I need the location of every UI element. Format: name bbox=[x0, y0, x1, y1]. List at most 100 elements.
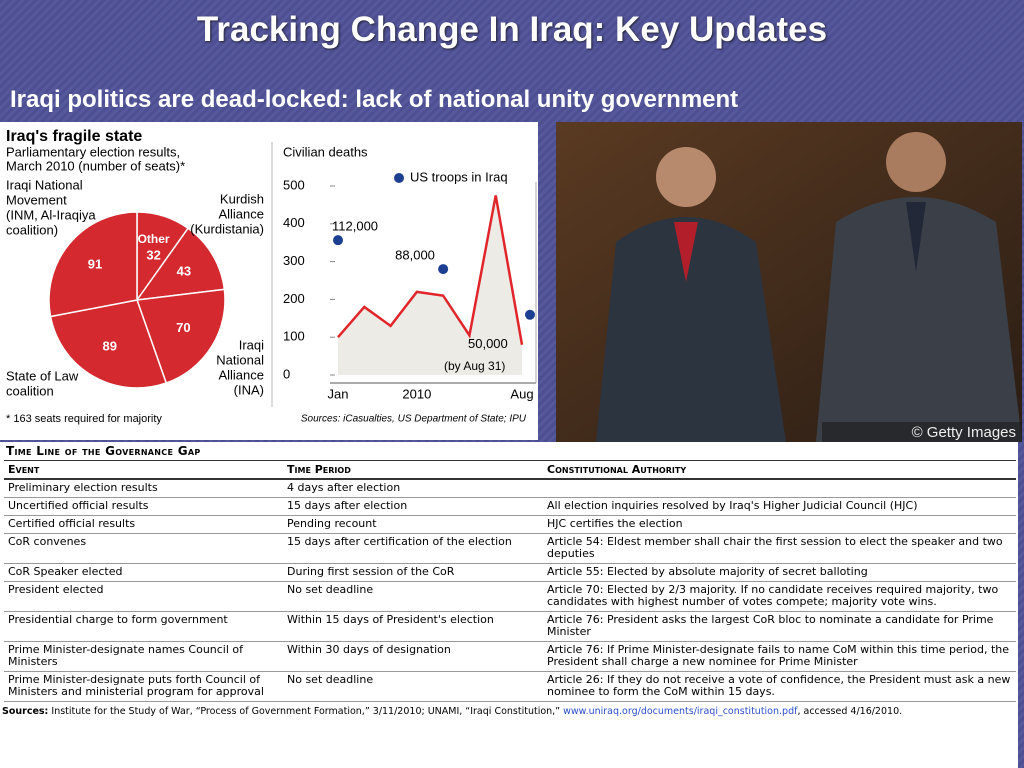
slice-label: Iraqi bbox=[239, 337, 264, 352]
annotation: (by Aug 31) bbox=[444, 359, 505, 373]
table-cell: Presidential charge to form government bbox=[4, 611, 283, 642]
slice-value: 91 bbox=[88, 257, 102, 272]
y-tick-label: 100 bbox=[283, 329, 305, 344]
table: Event Time Period Constitutional Authority… bbox=[4, 460, 1016, 702]
table-cell: No set deadline bbox=[283, 671, 543, 702]
sources: Sources: Institute for the Study of War,… bbox=[0, 702, 1018, 721]
table-row: CoR convenes 15 days after certification … bbox=[4, 533, 1016, 564]
photo-credit: © Getty Images bbox=[912, 424, 1016, 441]
table-row: Preliminary election results 4 days after… bbox=[4, 479, 1016, 498]
chart-subtitle: Parliamentary election results, bbox=[6, 144, 180, 159]
sources-label: Sources: bbox=[2, 706, 49, 717]
table-cell: During first session of the CoR bbox=[283, 563, 543, 582]
pie-slice bbox=[135, 288, 226, 384]
table-row: Uncertified official results 15 days afte… bbox=[4, 497, 1016, 516]
suit bbox=[596, 217, 786, 442]
y-tick-label: 200 bbox=[283, 291, 305, 306]
table-row: President elected No set deadline Article … bbox=[4, 581, 1016, 612]
footnote: * 163 seats required for majority bbox=[6, 413, 162, 425]
legend-label: US troops in Iraq bbox=[410, 169, 508, 184]
sources-after: , accessed 4/16/2010. bbox=[797, 706, 903, 717]
table-cell: 4 days after election bbox=[283, 479, 543, 498]
pie-slice bbox=[48, 211, 138, 318]
x-tick-label: Jan bbox=[328, 386, 349, 401]
slide-title: Tracking Change In Iraq: Key Updates bbox=[196, 10, 828, 49]
table-cell: Article 76: President asks the largest C… bbox=[543, 611, 1016, 642]
table-cell: 15 days after election bbox=[283, 497, 543, 516]
pie-slice bbox=[135, 227, 226, 301]
table-cell: Certified official results bbox=[4, 515, 283, 534]
slice-label: Other bbox=[138, 232, 170, 246]
slice-label: State of Law bbox=[6, 368, 79, 383]
table-cell bbox=[543, 479, 1016, 498]
troop-point bbox=[438, 264, 449, 275]
slice-label: National bbox=[216, 352, 264, 367]
slice-label: (Kurdistania) bbox=[190, 221, 264, 236]
table-cell: CoR convenes bbox=[4, 533, 283, 564]
credit-bg bbox=[822, 422, 1022, 442]
point-label: 112,000 bbox=[332, 219, 378, 234]
table-row: CoR Speaker elected During first session … bbox=[4, 563, 1016, 582]
tie bbox=[674, 222, 698, 282]
slice-label: Movement bbox=[6, 192, 67, 207]
troop-point bbox=[333, 235, 343, 246]
table-cell: 15 days after certification of the elect… bbox=[283, 533, 543, 564]
face bbox=[886, 132, 946, 192]
table-cell: Article 54: Eldest member shall chair th… bbox=[543, 533, 1016, 564]
table-row: Certified official results Pending recoun… bbox=[4, 515, 1016, 534]
slice-label: Kurdish bbox=[220, 191, 264, 206]
slice-label: coalition) bbox=[6, 222, 58, 237]
x-tick-label: Aug bbox=[510, 386, 533, 401]
header-row: Event Time Period Constitutional Authority bbox=[4, 460, 1016, 480]
table-cell: Article 55: Elected by absolute majority… bbox=[543, 563, 1016, 582]
table-cell: Preliminary election results bbox=[4, 479, 283, 498]
table-cell: No set deadline bbox=[283, 581, 543, 612]
slice-value: 32 bbox=[146, 247, 160, 262]
table-row: Prime Minister-designate puts forth Coun… bbox=[4, 671, 1016, 702]
header-cell: Time Period bbox=[283, 460, 543, 480]
sources-link[interactable]: www.uniraq.org/documents/iraqi_constitut… bbox=[563, 706, 798, 717]
timeline-table: Time Line of the Governance Gap Event Tim… bbox=[0, 442, 1018, 768]
slice-label: Alliance bbox=[218, 367, 264, 382]
troop-point bbox=[525, 309, 535, 320]
y-tick-label: 400 bbox=[283, 215, 305, 230]
table-cell: President elected bbox=[4, 581, 283, 612]
table-cell: Pending recount bbox=[283, 515, 543, 534]
table-cell: Article 26: If they do not receive a vot… bbox=[543, 671, 1016, 702]
photo: © Getty Images bbox=[556, 122, 1022, 442]
point-label: 50,000 bbox=[468, 336, 508, 351]
pie-slice bbox=[49, 299, 168, 389]
suit bbox=[816, 197, 1022, 442]
table-cell: Within 30 days of designation bbox=[283, 641, 543, 672]
tie bbox=[906, 202, 926, 272]
table-row: Prime Minister-designate names Council o… bbox=[4, 641, 1016, 672]
x-tick-label: 2010 bbox=[402, 386, 431, 401]
line bbox=[337, 195, 524, 345]
table-cell: Article 70: Elected by 2/3 majority. If … bbox=[543, 581, 1016, 612]
slice-value: 70 bbox=[176, 320, 190, 335]
table-cell: Within 15 days of President's election bbox=[283, 611, 543, 642]
slice-label: (INA) bbox=[234, 382, 264, 397]
y-tick-label: 300 bbox=[283, 253, 305, 268]
chart-title: Civilian deaths bbox=[283, 144, 368, 159]
area bbox=[338, 195, 522, 375]
slice-label: (INM, Al-Iraqiya bbox=[6, 207, 96, 222]
y-tick-label: 500 bbox=[283, 177, 305, 192]
header-cell: Constitutional Authority bbox=[543, 460, 1016, 480]
chart-sources: Sources: iCasualties, US Department of S… bbox=[301, 414, 527, 425]
table-cell: CoR Speaker elected bbox=[4, 563, 283, 582]
slice-label: Alliance bbox=[218, 206, 264, 221]
y-tick-label: 0 bbox=[283, 366, 290, 381]
table-cell: HJC certifies the election bbox=[543, 515, 1016, 534]
sources-text: Institute for the Study of War, “Process… bbox=[51, 706, 561, 717]
point-label: 88,000 bbox=[395, 248, 435, 263]
slice-value: 89 bbox=[103, 339, 117, 354]
table-cell: Article 76: If Prime Minister-designate … bbox=[543, 641, 1016, 672]
header-cell: Event bbox=[4, 460, 283, 480]
table-cell: Prime Minister-designate puts forth Coun… bbox=[4, 671, 283, 702]
slice-label: Iraqi National bbox=[6, 177, 83, 192]
slide-subtitle: Iraqi politics are dead-locked: lack of … bbox=[10, 86, 739, 113]
table-cell: Uncertified official results bbox=[4, 497, 283, 516]
